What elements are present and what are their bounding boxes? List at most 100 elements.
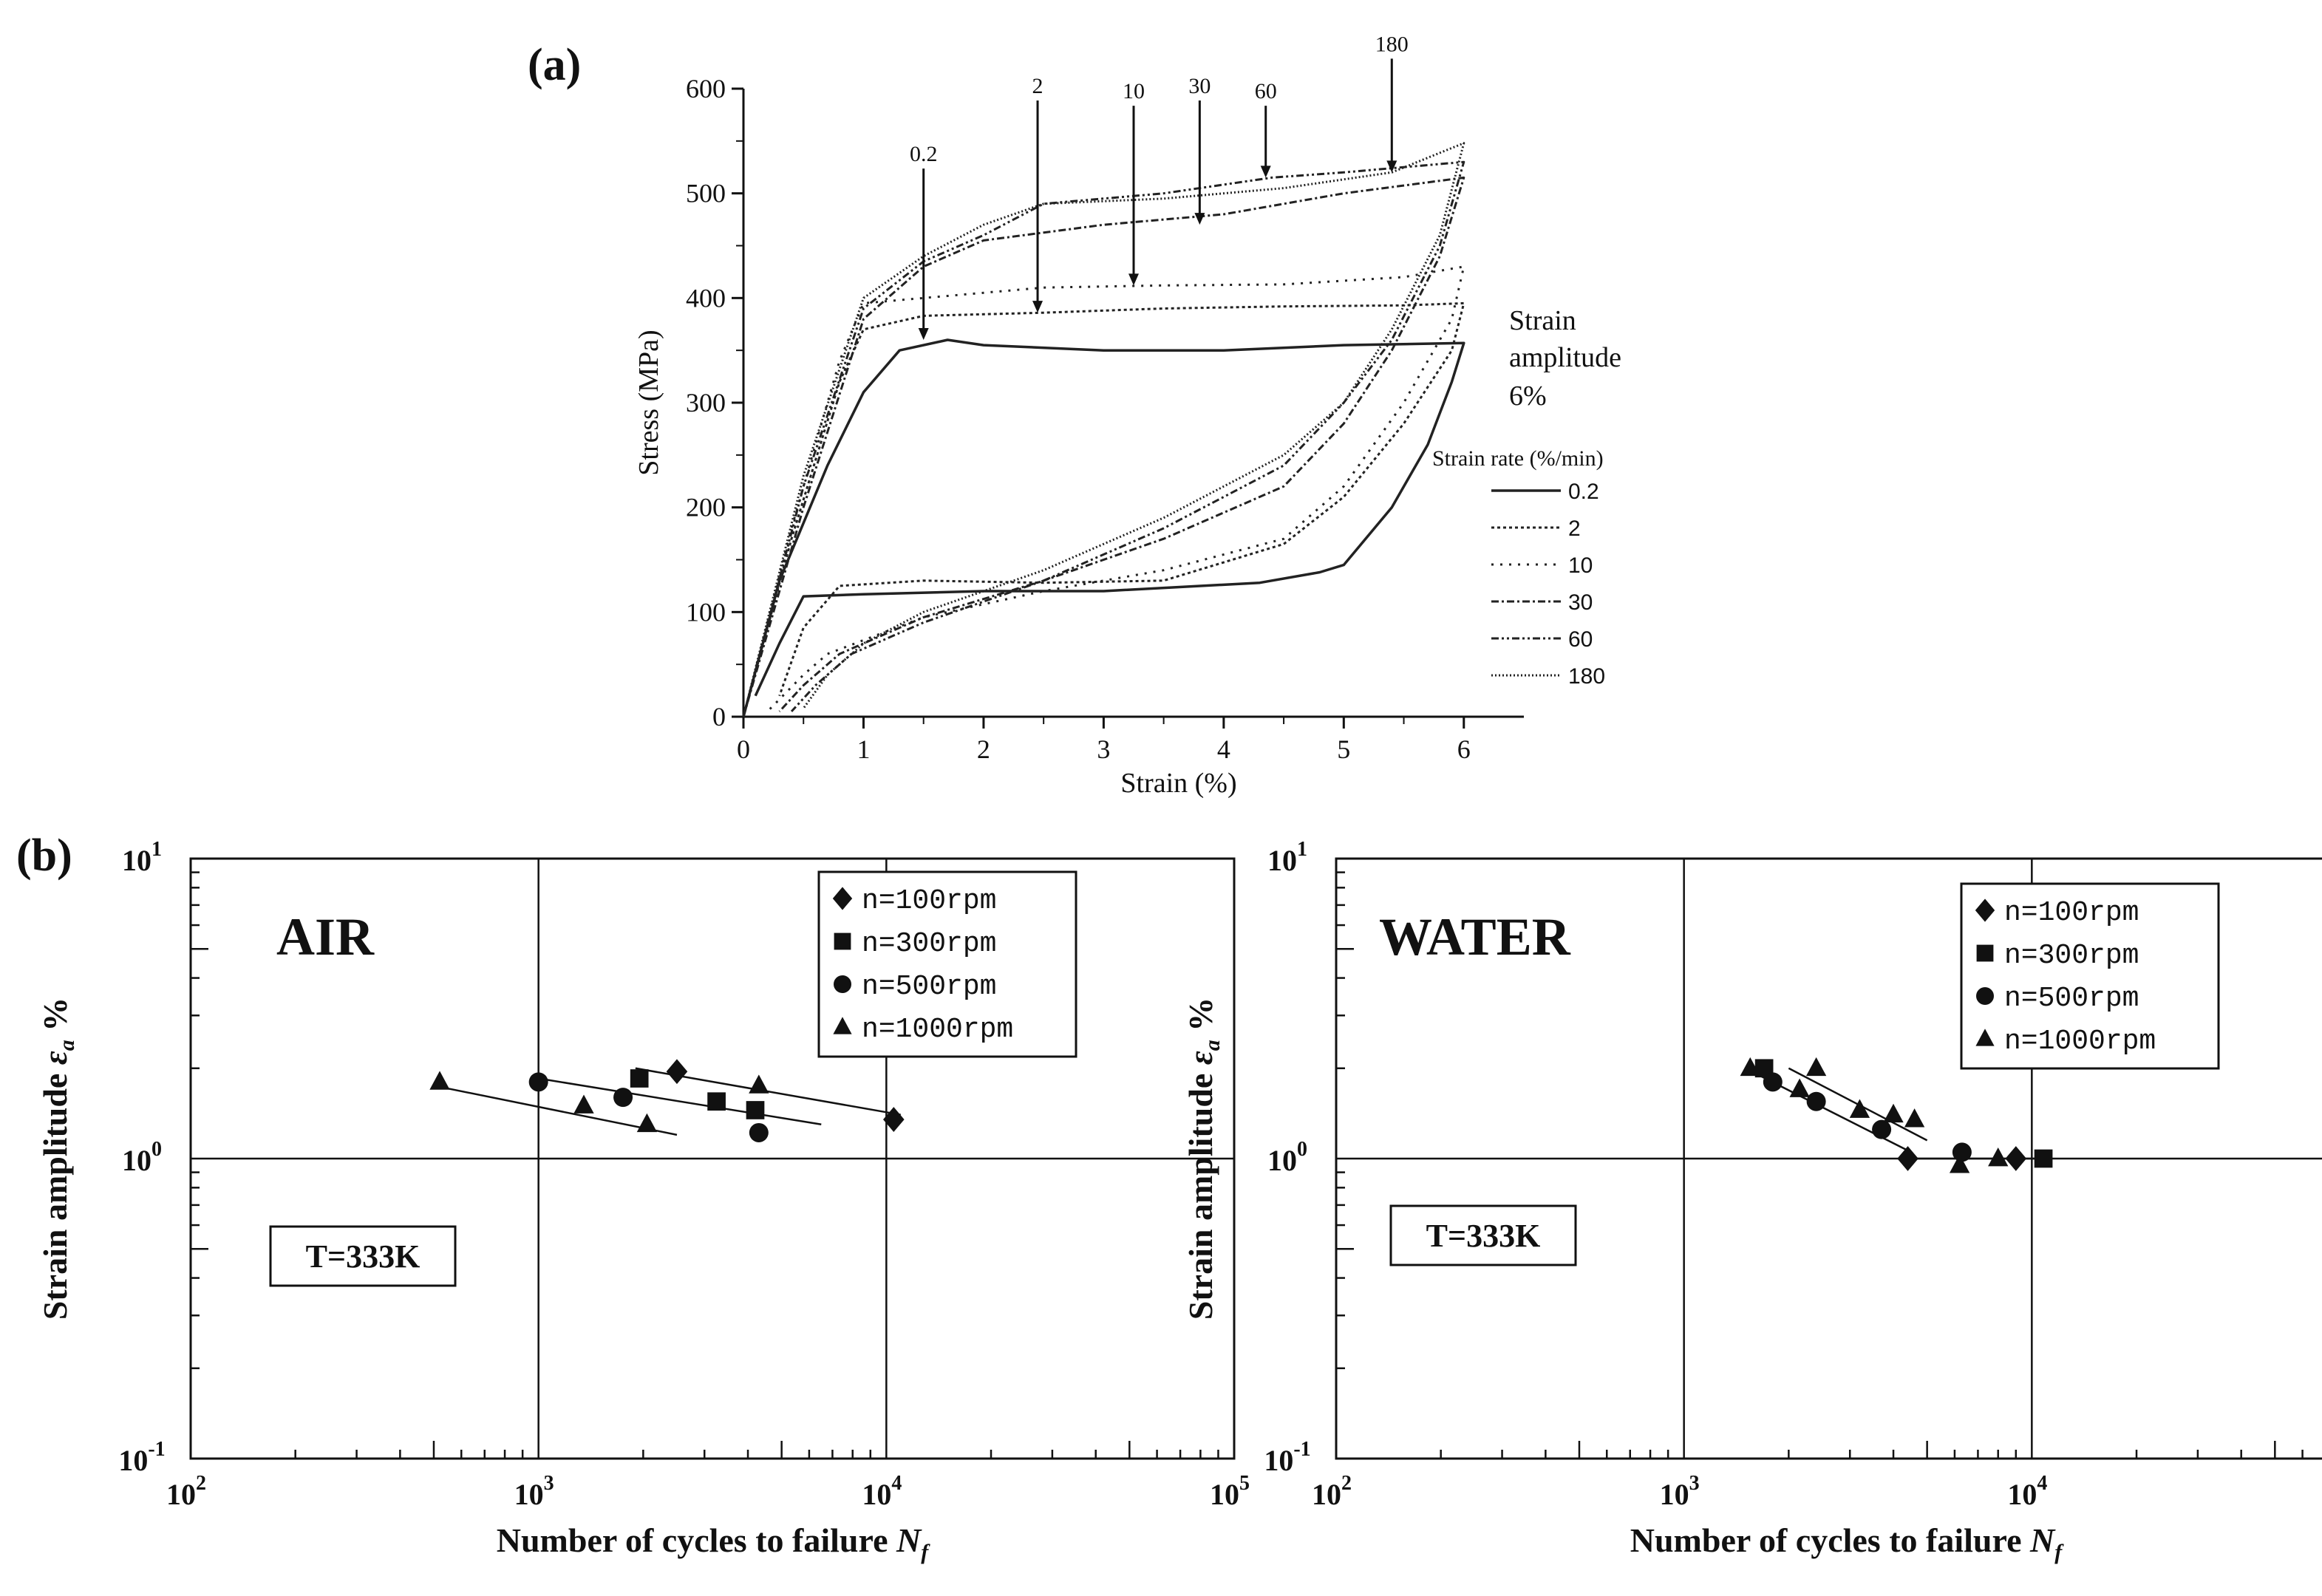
panel-a-legend-label-0.2: 0.2 bbox=[1568, 480, 1599, 504]
water-legend-box bbox=[1960, 882, 2220, 1070]
strain-rate-arrowhead-180 bbox=[1386, 160, 1397, 173]
air-x-tick-label: 102 bbox=[166, 1472, 206, 1511]
air-point-square bbox=[707, 1092, 726, 1111]
air-temperature-label: T=333K bbox=[306, 1238, 421, 1275]
water-x-tick-label: 103 bbox=[1660, 1472, 1700, 1511]
strain-amplitude-label-line-2: amplitude bbox=[1509, 342, 1621, 373]
panel-a-x-tick-label: 4 bbox=[1217, 734, 1230, 764]
water-legend-label: n=500rpm bbox=[2004, 983, 2139, 1014]
panel-a-y-tick-label: 0 bbox=[712, 702, 726, 732]
water-data-points bbox=[1740, 1057, 2053, 1173]
strain-rate-arrowhead-2 bbox=[1032, 301, 1043, 313]
panel-b-label: (b) bbox=[16, 831, 72, 881]
air-legend-label: n=100rpm bbox=[862, 885, 996, 917]
water-temperature-box bbox=[1389, 1204, 1577, 1266]
water-point-circle bbox=[1806, 1091, 1826, 1111]
water-legend-label: n=300rpm bbox=[2004, 940, 2139, 972]
strain-amplitude-label-line-3: 6% bbox=[1509, 381, 1547, 412]
air-x-tick-label: 104 bbox=[862, 1472, 902, 1511]
water-point-circle bbox=[1872, 1119, 1892, 1139]
panel-a-y-axis-label: Stress (MPa) bbox=[633, 330, 664, 475]
air-legend-label: n=300rpm bbox=[862, 928, 996, 960]
air-temperature-box bbox=[269, 1225, 457, 1287]
strain-rate-arrowhead-0.2 bbox=[918, 328, 929, 340]
water-legend-marker-circle bbox=[1976, 987, 1994, 1005]
air-y-tick-label: 100 bbox=[122, 1138, 162, 1177]
water-y-tick-label: 100 bbox=[1267, 1138, 1307, 1177]
water-legend-label: n=100rpm bbox=[2004, 897, 2139, 929]
panel-a-legend: 0.2 2 10 30 60 180 bbox=[1491, 480, 1605, 689]
air-fit-line bbox=[433, 1085, 678, 1136]
water-point-triangle bbox=[1904, 1108, 1925, 1128]
panel-a-legend-label-60: 60 bbox=[1568, 627, 1593, 652]
panel-a-legend-label-180: 180 bbox=[1568, 664, 1605, 689]
water-point-circle bbox=[1763, 1072, 1783, 1092]
strain-amplitude-label-line-1: Strain bbox=[1509, 305, 1576, 336]
water-point-triangle bbox=[1789, 1078, 1810, 1097]
water-y-tick-label: 10-1 bbox=[1264, 1438, 1310, 1477]
air-fit-line bbox=[538, 1077, 822, 1125]
water-x-tick-label: 102 bbox=[1312, 1472, 1352, 1511]
strain-rate-arrow-label-10: 10 bbox=[1123, 79, 1145, 103]
water-legend-marker-triangle bbox=[1975, 1029, 1995, 1046]
water-point-diamond bbox=[2005, 1146, 2027, 1171]
water-point-triangle bbox=[1883, 1103, 1904, 1123]
strain-rate-arrowhead-10 bbox=[1128, 273, 1139, 286]
water-legend: n=100rpm n=300rpm n=500rpm n=1000rpm bbox=[1975, 897, 2156, 1057]
stress-strain-curve-0.2 bbox=[742, 338, 1465, 717]
air-x-tick-label: 105 bbox=[1210, 1472, 1250, 1511]
air-legend-marker-triangle bbox=[833, 1017, 852, 1034]
water-y-tick-label: 101 bbox=[1267, 838, 1307, 877]
water-point-triangle bbox=[1949, 1154, 1970, 1173]
panel-a-x-tick-label: 5 bbox=[1337, 734, 1350, 764]
water-point-triangle bbox=[1988, 1147, 2009, 1167]
panel-a-x-tick-label: 3 bbox=[1097, 734, 1110, 764]
air-point-diamond bbox=[883, 1107, 905, 1132]
panel-a-y-tick-label: 600 bbox=[686, 74, 726, 103]
panel-a-label: (a) bbox=[528, 40, 581, 90]
water-point-triangle bbox=[1849, 1099, 1870, 1118]
stress-strain-curve-30 bbox=[742, 176, 1465, 717]
panel-a-legend-label-10: 10 bbox=[1568, 553, 1593, 578]
stress-strain-curve-60 bbox=[742, 160, 1465, 717]
water-point-triangle bbox=[1805, 1057, 1827, 1077]
stress-strain-curve-2 bbox=[742, 301, 1465, 717]
air-y-tick-label: 101 bbox=[122, 838, 162, 877]
air-legend-box bbox=[817, 870, 1077, 1058]
air-point-circle bbox=[528, 1072, 548, 1092]
air-x-axis-label: Number of cycles to failure Nf bbox=[497, 1521, 930, 1564]
panel-a-x-tick-label: 0 bbox=[737, 734, 750, 764]
air-legend-label: n=500rpm bbox=[862, 971, 996, 1003]
air-point-square bbox=[630, 1069, 649, 1088]
air-point-triangle bbox=[573, 1094, 594, 1114]
water-y-axis-label: Strain amplitude εa % bbox=[1182, 998, 1225, 1320]
water-point-diamond bbox=[1897, 1146, 1918, 1171]
air-legend-marker-circle bbox=[834, 975, 851, 993]
air-point-square bbox=[746, 1101, 765, 1119]
air-point-triangle bbox=[749, 1074, 769, 1094]
panel-b-water: 102 103 104 105 10-1 100 101 WATER T=333K n=10… bbox=[1182, 838, 2322, 1564]
water-temperature-label: T=333K bbox=[1426, 1218, 1541, 1254]
panel-b-air: 102 103 104 105 10-1 100 101 AIR T=333K n=100r… bbox=[36, 838, 1250, 1564]
strain-rate-arrow-label-30: 30 bbox=[1188, 74, 1211, 98]
panel-a-y-tick-label: 400 bbox=[686, 283, 726, 313]
air-point-diamond bbox=[666, 1059, 688, 1085]
air-environment-label: AIR bbox=[276, 907, 375, 966]
water-point-square bbox=[2034, 1149, 2053, 1168]
water-point-circle bbox=[1952, 1142, 1972, 1162]
panel-a-x-tick-label: 2 bbox=[977, 734, 990, 764]
strain-rate-arrow-label-180: 180 bbox=[1375, 32, 1409, 56]
air-y-axis-label: Strain amplitude εa % bbox=[36, 998, 79, 1320]
panel-a-arrows: 0.2 2 10 30 60 180 bbox=[910, 32, 1409, 340]
air-legend-marker-diamond bbox=[832, 887, 853, 910]
panel-a-x-axis-label: Strain (%) bbox=[1120, 768, 1236, 799]
air-data-points bbox=[429, 1059, 905, 1142]
panel-a-legend-title: Strain rate (%/min) bbox=[1432, 446, 1604, 471]
strain-rate-arrow-label-2: 2 bbox=[1032, 74, 1043, 98]
panel-a-y-tick-label: 300 bbox=[686, 388, 726, 417]
water-legend-marker-square bbox=[1976, 944, 1994, 962]
